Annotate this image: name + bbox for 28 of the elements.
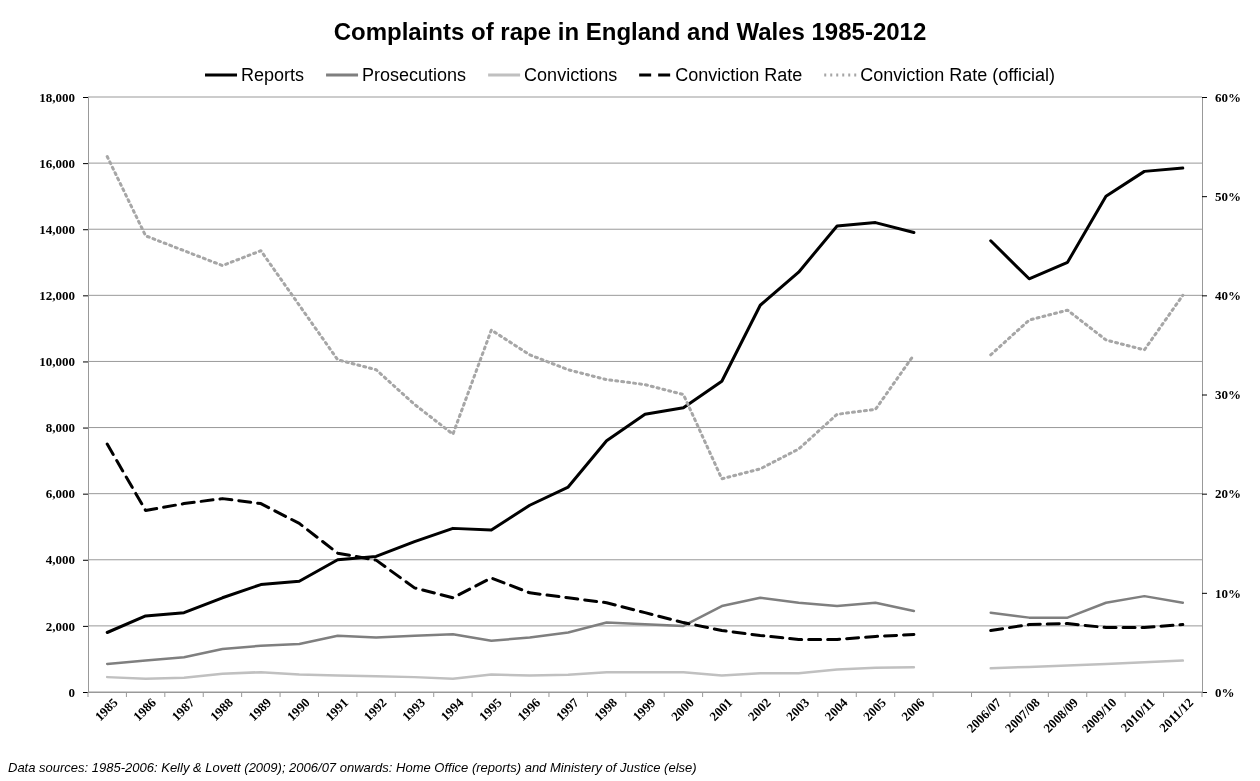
x-tick-label: 1991 xyxy=(322,694,352,724)
y-tick-label: 4,000 xyxy=(45,552,75,568)
y-tick-label: 6,000 xyxy=(45,486,75,502)
legend-label: Prosecutions xyxy=(362,65,467,86)
y-tick-label: 12,000 xyxy=(39,287,75,303)
chart-title: Complaints of rape in England and Wales 1985-2012 xyxy=(333,18,927,45)
x-tick-label: 2000 xyxy=(667,694,697,724)
legend-label: Conviction Rate xyxy=(675,65,803,86)
y2-tick-label: 0% xyxy=(1215,684,1235,700)
y2-tick-label: 60% xyxy=(1215,89,1241,105)
y-tick-label: 0 xyxy=(68,684,75,700)
y-tick-label: 18,000 xyxy=(39,89,75,105)
legend-label: Reports xyxy=(241,65,305,86)
y-tick-label: 10,000 xyxy=(39,354,75,370)
legend-label: Conviction Rate (official) xyxy=(860,65,1055,86)
y2-tick-label: 20% xyxy=(1215,486,1241,502)
y-tick-label: 14,000 xyxy=(39,221,75,237)
y-tick-label: 2,000 xyxy=(45,618,75,634)
y2-tick-label: 40% xyxy=(1215,287,1241,303)
y-tick-label: 16,000 xyxy=(39,155,75,171)
x-tick-label: 1989 xyxy=(245,694,275,724)
text: Data sources: 1985-2006: Kelly & Lovett (2009); 2006/07 onwards: Home Office (reports) and Ministery of Justice (else) xyxy=(8,760,697,775)
y2-tick-label: 10% xyxy=(1215,585,1241,601)
y-tick-label: 8,000 xyxy=(45,420,75,436)
y2-tick-label: 50% xyxy=(1215,188,1241,204)
y2-tick-label: 30% xyxy=(1215,387,1241,403)
legend-label: Convictions xyxy=(524,65,618,86)
x-tick-label: 2001 xyxy=(706,694,736,724)
